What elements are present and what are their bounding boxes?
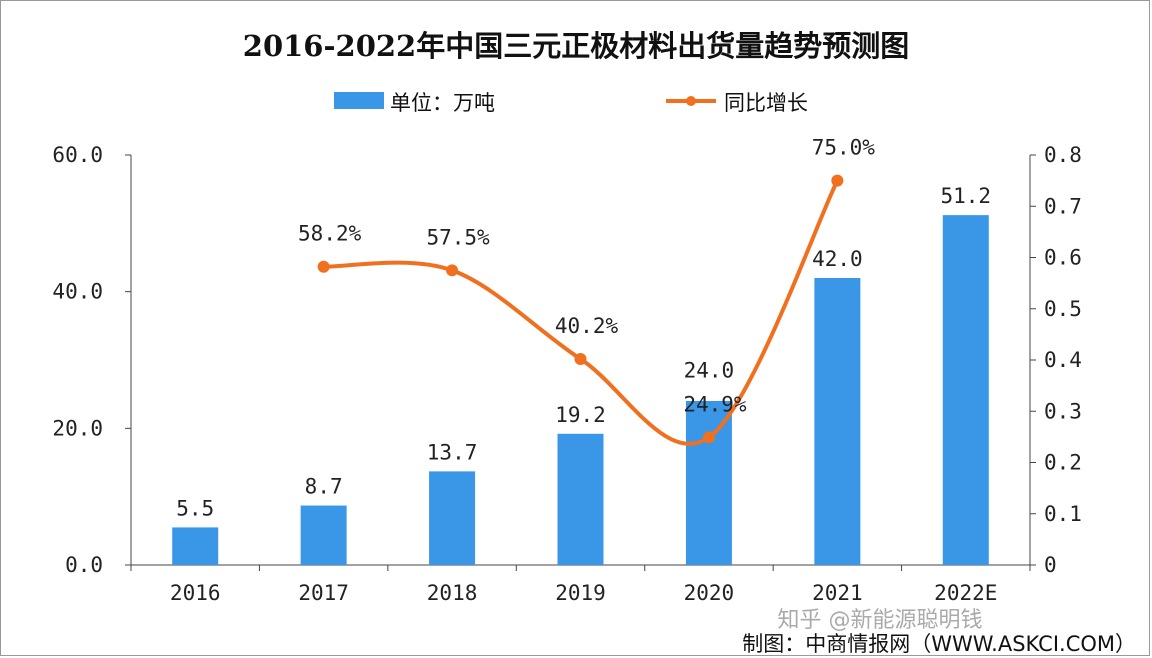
x-tick-label: 2016	[170, 581, 221, 605]
legend-line-label: 同比增长	[724, 91, 808, 115]
bars: 5.5 8.7 13.7 19.2 24.0 42.0 51.2	[172, 184, 991, 565]
growth-value-label: 75.0%	[812, 136, 876, 160]
x-tick-label: 2017	[298, 581, 349, 605]
right-tick-label: 0.3	[1044, 399, 1082, 423]
growth-value-label: 40.2%	[555, 314, 619, 338]
right-tick-label: 0.7	[1044, 194, 1082, 218]
axes: 0.0 20.0 40.0 60.0 0 0.1 0.2 0.3 0.4 0.5 0.6 0.7 0.8…	[52, 143, 1082, 605]
legend-bar-label: 单位：万吨	[390, 91, 495, 115]
growth-line	[323, 179, 840, 446]
growth-point-2017	[317, 260, 330, 273]
right-tick-label: 0.4	[1044, 348, 1082, 372]
growth-point-2021	[831, 174, 844, 187]
right-tick-label: 0.5	[1044, 297, 1082, 321]
right-tick-label: 0.8	[1044, 143, 1082, 167]
left-tick-label: 0.0	[65, 553, 103, 577]
bar-2019	[557, 433, 604, 565]
right-tick-label: 0.1	[1044, 502, 1082, 526]
source-note: 制图：中商情报网（WWW.ASKCI.COM）	[742, 632, 1136, 656]
bar-2020	[685, 401, 732, 565]
growth-point-2020	[702, 431, 715, 444]
legend-bar-swatch	[334, 92, 384, 109]
bar-value-label: 19.2	[555, 403, 606, 427]
x-tick-label: 2022E	[934, 581, 997, 605]
bar-2016	[172, 527, 219, 565]
left-tick-label: 60.0	[52, 143, 103, 167]
bar-value-label: 42.0	[812, 247, 863, 271]
growth-point-2018	[446, 264, 459, 277]
growth-value-label: 58.2%	[298, 222, 362, 246]
x-tick-label: 2020	[684, 581, 735, 605]
right-tick-label: 0.6	[1044, 246, 1082, 270]
bar-2017	[300, 505, 347, 565]
bar-2021	[814, 278, 861, 565]
growth-series: 58.2% 57.5% 40.2% 24.9% 75.0%	[298, 136, 876, 446]
x-tick-label: 2018	[427, 581, 478, 605]
chart-title: 2016-2022年中国三元正极材料出货量趋势预测图	[243, 29, 909, 63]
growth-value-label: 57.5%	[426, 225, 490, 249]
legend-line-marker	[686, 96, 696, 106]
bar-value-label: 8.7	[305, 475, 343, 499]
right-tick-label: 0	[1044, 553, 1057, 577]
bar-value-label: 24.0	[684, 358, 735, 382]
growth-point-2019	[574, 352, 587, 365]
left-tick-label: 20.0	[52, 416, 103, 440]
legend: 单位：万吨 同比增长	[334, 91, 808, 115]
left-tick-label: 40.0	[52, 280, 103, 304]
bar-2022E	[942, 215, 989, 565]
right-tick-label: 0.2	[1044, 451, 1082, 475]
bar-value-label: 5.5	[176, 496, 214, 520]
x-tick-label: 2019	[555, 581, 606, 605]
x-tick-label: 2021	[812, 581, 863, 605]
bar-2018	[429, 471, 476, 565]
bar-value-label: 13.7	[427, 440, 478, 464]
overlay-watermark: 知乎 @新能源聪明钱	[778, 608, 983, 633]
bar-value-label: 51.2	[940, 184, 991, 208]
growth-value-label: 24.9%	[683, 392, 747, 416]
